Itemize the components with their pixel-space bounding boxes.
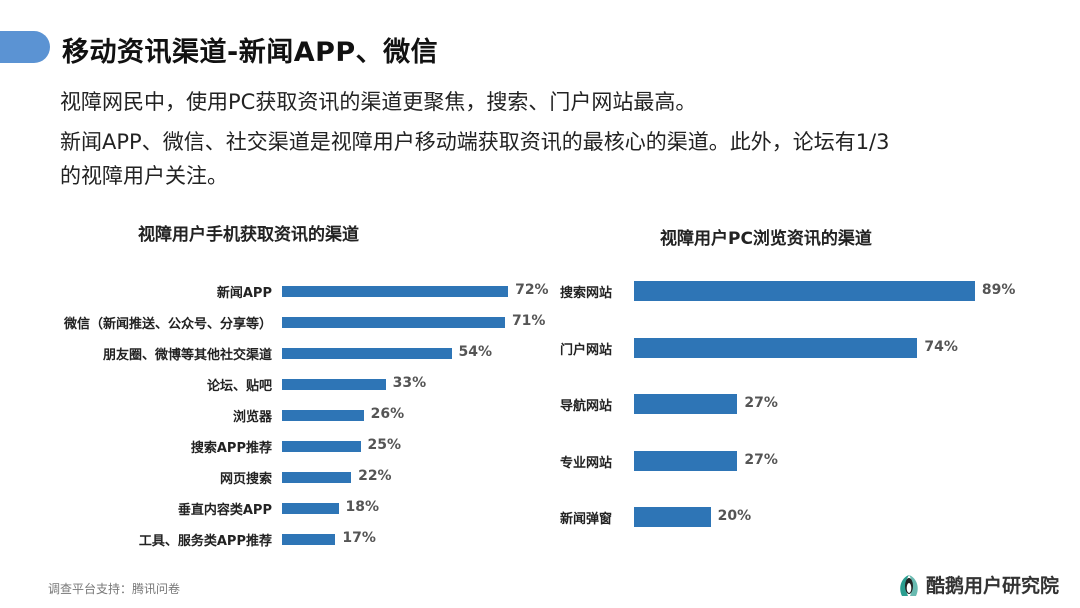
value-label: 22% [358,468,392,484]
mobile-chart-title: 视障用户手机获取资讯的渠道 [138,225,359,245]
summary-line-3: 的视障用户关注。 [60,164,228,188]
category-label: 工具、服务类APP推荐 [138,534,272,549]
bar [282,378,386,390]
value-label: 54% [458,344,493,360]
bar [634,394,738,414]
source-note: 调查平台支持：腾讯问卷 [48,582,181,596]
category-label: 垂直内容类APP [177,503,272,518]
bar [282,502,339,514]
bar [634,337,918,358]
value-label: 72% [515,282,549,298]
bar [282,285,509,297]
category-label: 朋友圈、微博等其他社交渠道 [102,348,272,363]
category-label: 网页搜索 [219,472,272,487]
bar [634,507,711,527]
bar [634,450,738,471]
category-label: 导航网站 [560,399,613,414]
category-label: 搜索APP推荐 [190,441,272,456]
value-label: 71% [511,313,546,329]
category-label: 新闻APP [216,286,272,301]
bar [282,533,336,545]
bar [282,440,361,452]
value-label: 27% [744,451,778,468]
brand-logo: 酷鹅用户研究院 [898,571,1059,598]
category-label: 新闻弹窗 [560,512,613,527]
category-label: 微信（新闻推送、公众号、分享等） [63,317,272,332]
category-label: 搜索网站 [560,286,613,301]
value-label: 25% [367,437,402,453]
brand-name: 酷鹅用户研究院 [926,575,1060,597]
value-label: 89% [981,282,1016,298]
value-label: 18% [345,499,380,515]
title-accent [0,31,50,63]
bar [282,471,352,483]
bar [282,316,505,328]
page-title: 移动资讯渠道-新闻APP、微信 [62,37,439,68]
category-label: 专业网站 [560,455,613,471]
bar [634,281,975,301]
value-label: 26% [370,406,405,422]
category-label: 浏览器 [232,410,272,425]
value-label: 33% [392,375,427,391]
value-label: 17% [342,530,376,546]
summary-line-2: 新闻APP、微信、社交渠道是视障用户移动端获取资讯的最核心的渠道。此外，论坛有1… [60,130,890,154]
category-label: 论坛、贴吧 [206,379,272,394]
value-label: 74% [924,338,958,355]
bar [282,347,452,359]
bar [282,409,364,421]
category-label: 门户网站 [560,342,613,358]
summary-line-1: 视障网民中，使用PC获取资讯的渠道更聚焦，搜索、门户网站最高。 [60,90,697,114]
value-label: 20% [717,508,752,524]
value-label: 27% [744,395,778,411]
pc-chart-title: 视障用户PC浏览资讯的渠道 [660,229,872,249]
penguin-logo-icon [900,574,918,596]
